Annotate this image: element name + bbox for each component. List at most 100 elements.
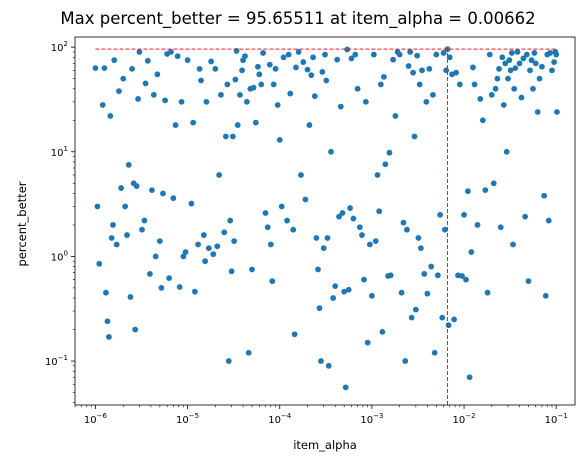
x-tick-label: 10−6 bbox=[84, 412, 108, 426]
data-point bbox=[103, 289, 109, 296]
data-point bbox=[345, 286, 352, 293]
data-point bbox=[518, 94, 525, 101]
data-point bbox=[453, 69, 459, 76]
data-point bbox=[295, 49, 302, 55]
data-point bbox=[492, 85, 499, 92]
data-point bbox=[350, 215, 357, 222]
data-point bbox=[520, 55, 527, 62]
data-point bbox=[419, 67, 425, 74]
data-point bbox=[339, 210, 346, 216]
data-point bbox=[497, 224, 504, 231]
data-point bbox=[212, 65, 219, 72]
data-point bbox=[250, 84, 257, 91]
data-point bbox=[356, 224, 363, 231]
data-point bbox=[308, 72, 315, 79]
data-point bbox=[522, 213, 529, 220]
x-tick-label: 10−3 bbox=[360, 412, 383, 426]
x-tick-label: 10−4 bbox=[268, 412, 292, 426]
data-point bbox=[313, 235, 320, 241]
data-point bbox=[488, 91, 495, 98]
data-point bbox=[291, 331, 298, 338]
data-point bbox=[156, 238, 163, 245]
data-point bbox=[404, 226, 410, 233]
data-point bbox=[402, 358, 409, 364]
data-point bbox=[144, 57, 151, 64]
data-point bbox=[415, 235, 422, 241]
y-axis-label: percent_better bbox=[15, 181, 29, 266]
data-point bbox=[132, 326, 139, 333]
data-point bbox=[362, 98, 369, 105]
data-point bbox=[94, 203, 101, 210]
data-point bbox=[118, 185, 125, 191]
data-point bbox=[239, 67, 245, 74]
y-tick-label: 101 bbox=[51, 145, 68, 159]
data-point bbox=[96, 260, 103, 267]
data-point bbox=[364, 339, 371, 346]
data-point bbox=[434, 272, 441, 279]
data-point bbox=[318, 358, 324, 364]
data-point bbox=[506, 57, 513, 64]
data-point bbox=[502, 60, 509, 67]
data-point bbox=[500, 102, 507, 108]
data-point bbox=[113, 241, 120, 248]
data-point bbox=[534, 109, 541, 115]
data-point bbox=[392, 113, 399, 119]
data-point bbox=[162, 97, 168, 104]
data-point bbox=[428, 263, 435, 270]
data-point bbox=[154, 71, 161, 78]
x-tick-label: 10−5 bbox=[176, 412, 199, 426]
data-point bbox=[316, 305, 323, 312]
data-point bbox=[311, 93, 318, 100]
data-point bbox=[255, 63, 261, 70]
chart-title: Max percent_better = 95.65511 at item_al… bbox=[60, 9, 535, 29]
data-point bbox=[125, 161, 132, 168]
data-point bbox=[347, 205, 353, 211]
data-point bbox=[412, 306, 419, 313]
data-point bbox=[258, 81, 265, 88]
data-point bbox=[150, 91, 157, 98]
data-point bbox=[366, 241, 373, 248]
data-point bbox=[372, 238, 379, 245]
data-point bbox=[160, 190, 166, 197]
data-point bbox=[551, 59, 558, 65]
data-point bbox=[361, 276, 367, 283]
data-point bbox=[411, 133, 418, 140]
data-point bbox=[198, 77, 204, 84]
data-point bbox=[178, 98, 185, 105]
data-point bbox=[490, 180, 497, 187]
data-point bbox=[554, 109, 560, 115]
x-axis-label: item_alpha bbox=[293, 438, 357, 452]
plot-area bbox=[92, 46, 560, 405]
data-point bbox=[237, 91, 243, 98]
data-point bbox=[224, 81, 231, 88]
plot-frame bbox=[74, 36, 576, 406]
data-point bbox=[319, 68, 326, 75]
data-point bbox=[352, 51, 359, 58]
data-point bbox=[386, 149, 393, 156]
data-point bbox=[459, 273, 465, 279]
data-point bbox=[387, 272, 394, 279]
data-point bbox=[272, 65, 279, 72]
data-point bbox=[484, 289, 491, 296]
data-point bbox=[468, 249, 475, 255]
data-point bbox=[471, 81, 478, 88]
data-point bbox=[431, 349, 438, 356]
data-point bbox=[214, 243, 221, 250]
data-point bbox=[531, 50, 538, 56]
data-point bbox=[176, 284, 183, 290]
data-point bbox=[245, 349, 252, 356]
data-point bbox=[516, 60, 523, 67]
data-point bbox=[293, 64, 299, 71]
data-point bbox=[547, 50, 554, 56]
data-point bbox=[184, 57, 191, 64]
data-point bbox=[274, 102, 281, 108]
data-point bbox=[210, 251, 217, 258]
data-point bbox=[129, 65, 136, 72]
data-point bbox=[276, 136, 283, 143]
data-point bbox=[249, 266, 255, 273]
data-point bbox=[174, 53, 181, 60]
data-point bbox=[381, 73, 387, 80]
data-point bbox=[407, 49, 414, 55]
data-point bbox=[278, 203, 285, 210]
data-point bbox=[300, 59, 307, 65]
